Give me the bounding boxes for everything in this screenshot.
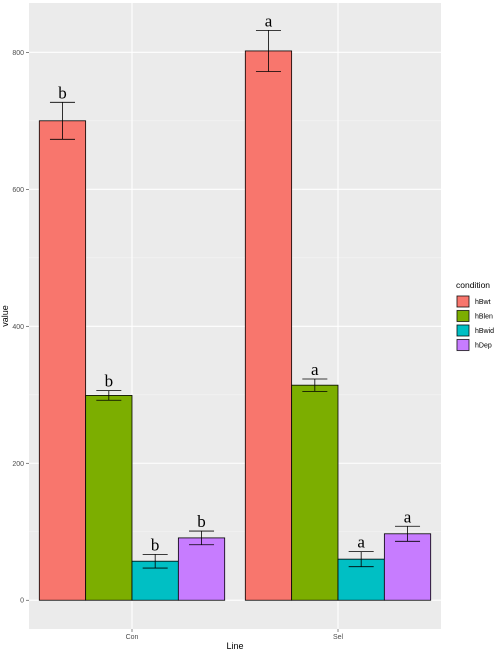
axes: 0 200 400 600 800 Con Sel <box>12 50 343 641</box>
significance-label: b <box>58 83 67 102</box>
y-tick-label: 600 <box>12 187 24 194</box>
legend-key <box>456 339 470 351</box>
significance-label: b <box>197 512 206 531</box>
legend-title: condition <box>456 280 490 290</box>
legend-key <box>456 295 470 308</box>
bar <box>383 533 432 601</box>
legend-label: hBwid <box>475 328 494 335</box>
y-tick-label: 0 <box>20 598 24 605</box>
legend-key <box>456 324 470 337</box>
legend-label: hDep <box>475 343 492 350</box>
significance-label: a <box>265 11 273 30</box>
x-tick-label: Con <box>126 634 139 641</box>
bar <box>85 395 133 601</box>
bar <box>291 384 339 601</box>
bar <box>177 537 226 601</box>
y-tick-label: 200 <box>12 461 24 468</box>
significance-label: a <box>311 360 319 379</box>
y-tick-label: 400 <box>12 324 24 331</box>
legend: condition hBwt hBlen hBwid hDep <box>456 280 494 352</box>
legend-key <box>456 310 470 322</box>
legend-label: hBlen <box>475 314 493 321</box>
significance-label: a <box>404 507 412 526</box>
y-axis-title: value <box>0 305 10 327</box>
bar <box>244 50 293 601</box>
significance-label: b <box>105 372 114 391</box>
legend-label: hBwt <box>475 299 491 306</box>
significance-label: b <box>151 535 160 554</box>
y-tick-label: 800 <box>12 50 24 57</box>
significance-label: a <box>357 533 365 552</box>
x-tick-label: Sel <box>333 634 344 641</box>
x-axis-title: Line <box>226 641 243 651</box>
bar <box>38 120 87 601</box>
bars: b b b b a a a a <box>38 11 432 601</box>
